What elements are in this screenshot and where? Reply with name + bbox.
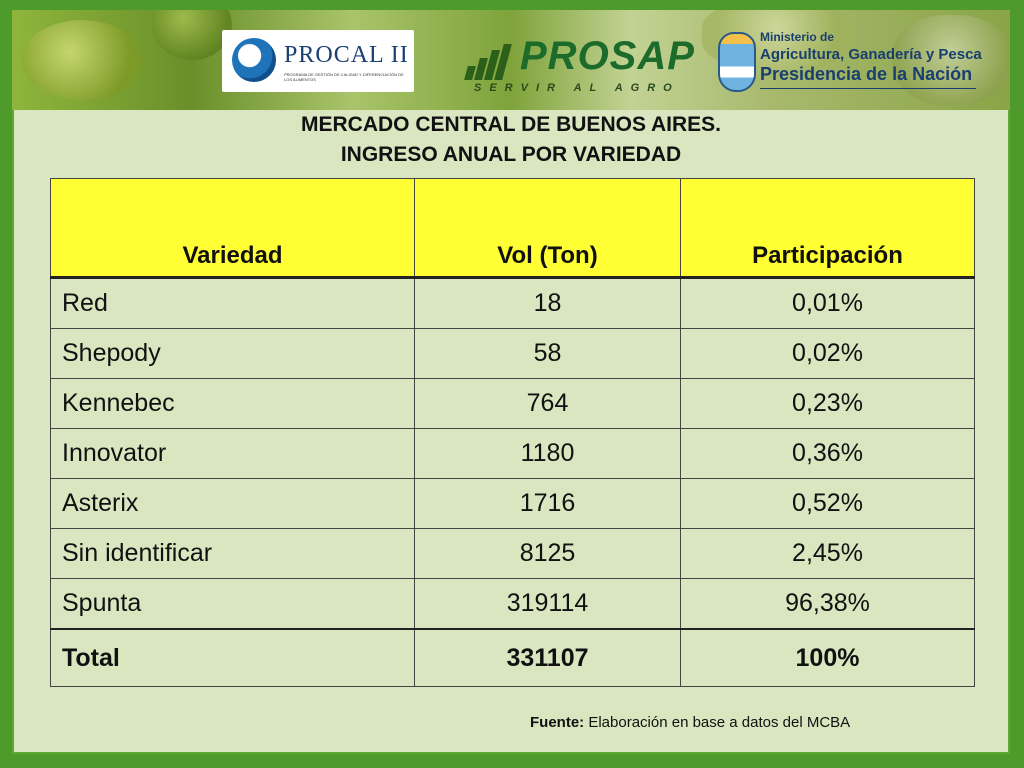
header-participacion: Participación	[680, 178, 975, 279]
cell-variedad: Red	[50, 277, 415, 329]
vegetable-photo	[22, 20, 142, 100]
slide-title-line2: INGRESO ANUAL POR VARIEDAD	[340, 143, 682, 166]
header-volumen: Vol (Ton)	[414, 178, 681, 279]
varieties-table: Variedad Vol (Ton) Participación Red 18 …	[50, 178, 975, 687]
cell-volumen: 764	[414, 378, 681, 429]
total-label: Total	[50, 628, 415, 687]
procal-emblem-icon	[232, 38, 276, 82]
ministry-line1: Ministerio de	[760, 30, 835, 44]
cell-variedad: Sin identificar	[50, 528, 415, 579]
cell-variedad: Asterix	[50, 478, 415, 529]
header-banner: PROCAL II PROGRAMA DE GESTIÓN DE CALIDAD…	[12, 10, 1010, 110]
table-row: Asterix 1716 0,52%	[50, 478, 975, 529]
ministry-divider	[760, 88, 976, 89]
cell-variedad: Shepody	[50, 328, 415, 379]
cell-variedad: Spunta	[50, 578, 415, 630]
cell-volumen: 18	[414, 277, 681, 329]
prosap-logo-text: PROSAP	[520, 34, 695, 78]
table-row: Innovator 1180 0,36%	[50, 428, 975, 479]
cell-variedad: Innovator	[50, 428, 415, 479]
cell-participacion: 0,36%	[680, 428, 975, 479]
table-row: Kennebec 764 0,23%	[50, 378, 975, 429]
total-participacion: 100%	[680, 628, 975, 687]
cell-participacion: 0,01%	[680, 277, 975, 329]
vegetable-photo	[892, 15, 1010, 105]
cell-volumen: 58	[414, 328, 681, 379]
ministry-logo: Ministerio de Agricultura, Ganadería y P…	[718, 28, 988, 100]
slide-title: MERCADO CENTRAL DE BUENOS AIRES. INGRESO…	[12, 110, 1010, 170]
cell-volumen: 1180	[414, 428, 681, 479]
cell-participacion: 96,38%	[680, 578, 975, 630]
slide: PROCAL II PROGRAMA DE GESTIÓN DE CALIDAD…	[12, 10, 1010, 754]
procal-logo-text: PROCAL II	[284, 42, 409, 68]
cell-participacion: 0,23%	[680, 378, 975, 429]
procal-logo-subtitle: PROGRAMA DE GESTIÓN DE CALIDAD Y DIFEREN…	[284, 72, 404, 82]
table-row: Spunta 319114 96,38%	[50, 578, 975, 630]
source-label: Fuente:	[530, 714, 585, 731]
ministry-line3: Presidencia de la Nación	[760, 64, 973, 84]
header-variedad: Variedad	[50, 178, 415, 279]
cell-volumen: 319114	[414, 578, 681, 630]
table-total-row: Total 331107 100%	[50, 628, 975, 687]
cell-variedad: Kennebec	[50, 378, 415, 429]
table-header-row: Variedad Vol (Ton) Participación	[50, 178, 975, 279]
ministry-line2: Agricultura, Ganadería y Pesca	[760, 46, 982, 63]
table-row: Red 18 0,01%	[50, 277, 975, 329]
cell-volumen: 1716	[414, 478, 681, 529]
cell-participacion: 0,02%	[680, 328, 975, 379]
national-shield-icon	[718, 32, 756, 92]
table-row: Shepody 58 0,02%	[50, 328, 975, 379]
cell-participacion: 0,52%	[680, 478, 975, 529]
table-row: Sin identificar 8125 2,45%	[50, 528, 975, 579]
cell-volumen: 8125	[414, 528, 681, 579]
prosap-logo: PROSAP SERVIR AL AGRO	[464, 30, 694, 100]
prosap-bars-icon	[464, 44, 514, 80]
procal-logo: PROCAL II PROGRAMA DE GESTIÓN DE CALIDAD…	[222, 30, 414, 92]
vegetable-photo	[152, 10, 232, 60]
slide-title-line1: MERCADO CENTRAL DE BUENOS AIRES.	[300, 113, 722, 136]
prosap-tagline: SERVIR AL AGRO	[474, 82, 680, 94]
source-note: Fuente: Elaboración en base a datos del …	[530, 714, 850, 731]
cell-participacion: 2,45%	[680, 528, 975, 579]
source-text: Elaboración en base a datos del MCBA	[584, 714, 851, 731]
total-volumen: 331107	[414, 628, 681, 687]
